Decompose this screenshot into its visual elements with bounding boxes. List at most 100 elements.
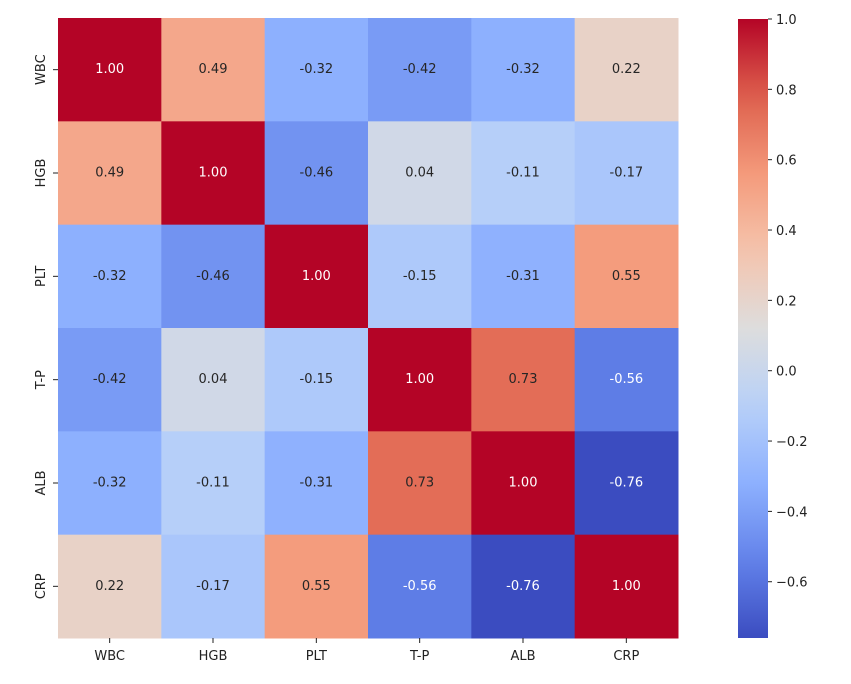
heatmap-cells bbox=[58, 18, 679, 639]
heatmap-cell bbox=[264, 121, 369, 226]
y-tick-label: T-P bbox=[34, 370, 49, 390]
colorbar-tick-label: 0.6 bbox=[776, 154, 797, 169]
cell-annotation: -0.17 bbox=[610, 166, 644, 181]
heatmap-cell bbox=[58, 431, 162, 536]
cell-annotation: 1.00 bbox=[95, 62, 124, 77]
heatmap-cell bbox=[471, 534, 576, 639]
cell-annotation: 0.04 bbox=[199, 372, 228, 387]
heatmap-cell bbox=[368, 224, 472, 329]
cell-annotation: -0.15 bbox=[300, 372, 334, 387]
cell-annotation: -0.17 bbox=[196, 579, 230, 594]
heatmap-cell bbox=[368, 431, 472, 536]
heatmap-cell bbox=[471, 431, 576, 536]
heatmap-cell bbox=[574, 328, 679, 432]
colorbar-tick-label: −0.6 bbox=[776, 576, 808, 591]
x-tick-label: CRP bbox=[613, 649, 639, 664]
cell-annotation: -0.31 bbox=[506, 269, 540, 284]
colorbar-tick-label: −0.4 bbox=[776, 505, 808, 520]
cell-annotation: -0.32 bbox=[506, 62, 540, 77]
x-tick-label: PLT bbox=[306, 649, 327, 664]
cell-annotation: -0.31 bbox=[300, 476, 334, 491]
cell-annotation: 0.73 bbox=[405, 476, 434, 491]
x-tick-label: ALB bbox=[510, 649, 535, 664]
cell-annotation: -0.32 bbox=[300, 62, 334, 77]
heatmap-cell bbox=[574, 18, 679, 122]
heatmap-cell bbox=[264, 328, 369, 432]
cell-annotation: -0.42 bbox=[93, 372, 127, 387]
cell-annotation: 0.73 bbox=[509, 372, 538, 387]
cell-annotation: -0.32 bbox=[93, 269, 127, 284]
heatmap-cell bbox=[574, 534, 679, 639]
cell-annotation: 0.55 bbox=[612, 269, 641, 284]
cell-annotation: 0.49 bbox=[199, 62, 228, 77]
y-tick-label: PLT bbox=[34, 266, 49, 287]
cell-annotation: 1.00 bbox=[509, 476, 538, 491]
x-tick-label: T-P bbox=[409, 649, 429, 664]
y-axis: WBC HGB PLT T-P ALB CRP bbox=[34, 54, 58, 599]
cell-annotation: 0.22 bbox=[95, 579, 124, 594]
colorbar-tick-label: 0.2 bbox=[776, 294, 797, 309]
cell-annotation: -0.42 bbox=[403, 62, 437, 77]
heatmap-cell bbox=[368, 18, 472, 122]
colorbar-gradient bbox=[738, 19, 768, 638]
heatmap-cell bbox=[161, 224, 266, 329]
x-tick-label: WBC bbox=[94, 649, 125, 664]
y-tick-label: ALB bbox=[34, 470, 49, 495]
heatmap-cell bbox=[58, 121, 162, 226]
cell-annotation: 0.55 bbox=[302, 579, 331, 594]
colorbar-tick-label: 0.0 bbox=[776, 365, 797, 380]
cell-annotation: 1.00 bbox=[405, 372, 434, 387]
cell-annotation: 1.00 bbox=[199, 166, 228, 181]
heatmap-cell bbox=[574, 121, 679, 226]
cell-annotation: -0.76 bbox=[506, 579, 540, 594]
cell-annotation: 0.22 bbox=[612, 62, 641, 77]
colorbar-tick-label: 1.0 bbox=[776, 13, 797, 28]
heatmap-cell bbox=[58, 18, 162, 122]
heatmap-cell bbox=[264, 224, 369, 329]
cell-annotation: -0.56 bbox=[610, 372, 644, 387]
heatmap-cell bbox=[471, 328, 576, 432]
y-tick-label: CRP bbox=[34, 573, 49, 599]
heatmap-cell bbox=[368, 328, 472, 432]
cell-annotation: 1.00 bbox=[612, 579, 641, 594]
cell-annotation: -0.32 bbox=[93, 476, 127, 491]
heatmap-cell bbox=[161, 18, 266, 122]
heatmap-cell bbox=[161, 534, 266, 639]
heatmap-cell bbox=[574, 224, 679, 329]
cell-annotation: -0.56 bbox=[403, 579, 437, 594]
heatmap-cell bbox=[368, 121, 472, 226]
heatmap-cell bbox=[574, 431, 679, 536]
heatmap-cell bbox=[264, 534, 369, 639]
cell-annotation: -0.11 bbox=[506, 166, 540, 181]
heatmap-cell bbox=[58, 224, 162, 329]
cell-annotation: -0.76 bbox=[610, 476, 644, 491]
cell-annotation: -0.46 bbox=[196, 269, 230, 284]
heatmap-cell bbox=[161, 121, 266, 226]
heatmap-cell bbox=[471, 18, 576, 122]
heatmap-cell bbox=[58, 534, 162, 639]
y-tick-label: WBC bbox=[34, 54, 49, 85]
heatmap-cell bbox=[58, 328, 162, 432]
colorbar-tick-label: −0.2 bbox=[776, 435, 808, 450]
colorbar: 1.0 0.8 0.6 0.4 0.2 0.0 −0.2 −0.4 −0.6 bbox=[738, 13, 808, 638]
cell-annotation: 1.00 bbox=[302, 269, 331, 284]
heatmap-cell bbox=[161, 328, 266, 432]
heatmap-cell bbox=[264, 18, 369, 122]
x-axis: WBC HGB PLT T-P ALB CRP bbox=[94, 638, 639, 664]
heatmap-cell bbox=[471, 224, 576, 329]
cell-annotation: 0.04 bbox=[405, 166, 434, 181]
cell-annotation: -0.15 bbox=[403, 269, 437, 284]
heatmap-cell bbox=[161, 431, 266, 536]
colorbar-tick-label: 0.8 bbox=[776, 83, 797, 98]
heatmap-cell bbox=[264, 431, 369, 536]
cell-annotation: -0.11 bbox=[196, 476, 230, 491]
y-tick-label: HGB bbox=[34, 159, 49, 188]
x-tick-label: HGB bbox=[199, 649, 228, 664]
cell-annotations: 1.00 0.49 -0.32 -0.42 -0.32 0.22 0.49 1.00 -0.46… bbox=[93, 62, 643, 594]
cell-annotation: 0.49 bbox=[95, 166, 124, 181]
colorbar-tick-label: 0.4 bbox=[776, 224, 797, 239]
cell-annotation: -0.46 bbox=[300, 166, 334, 181]
heatmap-cell bbox=[471, 121, 576, 226]
heatmap-cell bbox=[368, 534, 472, 639]
